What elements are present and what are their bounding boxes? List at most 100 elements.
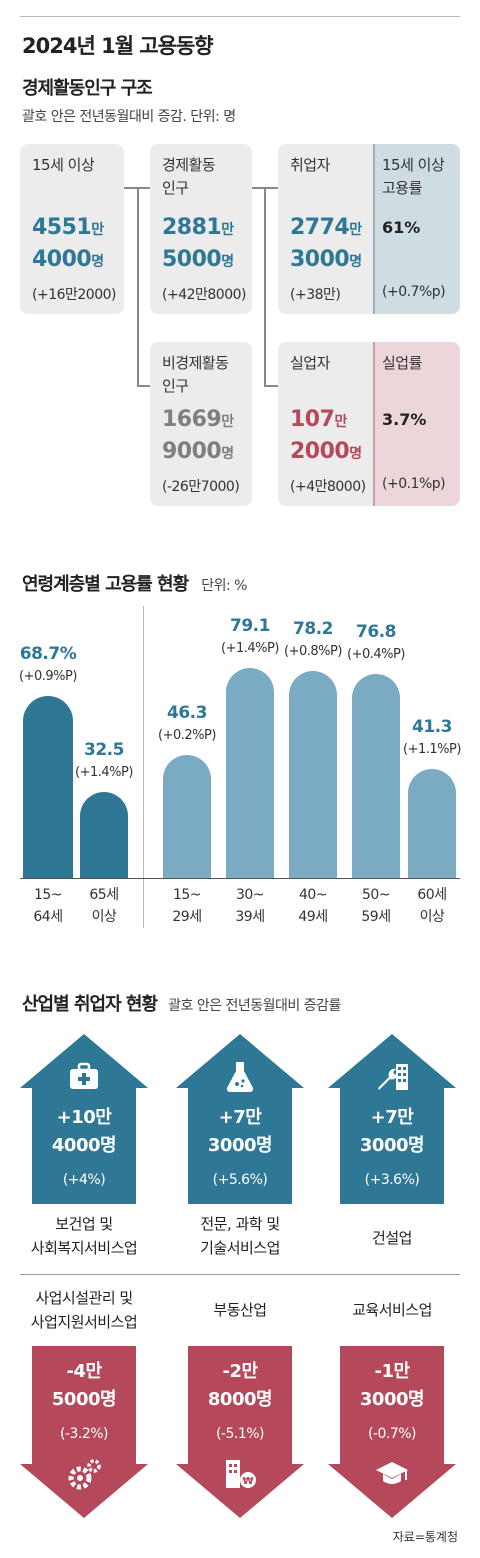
active-box: 경제활동 인구 2881만 5000명 (+42만8000) bbox=[150, 144, 252, 314]
pop15-box: 15세 이상 4551만 4000명 (+16만2000) bbox=[20, 144, 124, 314]
unemp-rate-change: (+0.1%p) bbox=[382, 476, 446, 492]
industry-heading-row: 산업별 취업자 현황 괄호 안은 전년동월대비 증감률 bbox=[22, 990, 341, 1016]
up-value-line1: +10만 bbox=[56, 1107, 112, 1128]
down-value-line1: -1만 bbox=[374, 1361, 410, 1382]
up-arrow-shape bbox=[176, 1034, 304, 1204]
inactive-value-1: 1669만 bbox=[162, 407, 234, 432]
age-category-label: 40~ 49세 bbox=[298, 887, 328, 925]
age-bar bbox=[80, 791, 128, 878]
age-bar-change: (+0.9%P) bbox=[19, 668, 77, 684]
chart-baseline bbox=[20, 878, 460, 879]
down-change: (-3.2%) bbox=[59, 1426, 109, 1442]
unemployed-label: 실업자 bbox=[290, 354, 330, 372]
active-value-1: 2881만 bbox=[162, 215, 234, 240]
age-bar-change: (+0.4%P) bbox=[347, 647, 405, 663]
flask-icon bbox=[226, 1062, 254, 1093]
up-value-line2: 3000명 bbox=[207, 1135, 273, 1156]
up-arrow bbox=[20, 1034, 148, 1204]
svg-text:₩: ₩ bbox=[242, 1476, 253, 1487]
structure-note: 괄호 안은 전년동월대비 증감. 단위: 명 bbox=[22, 109, 236, 125]
up-arrow bbox=[176, 1034, 304, 1204]
source-note: 자료=통계청 bbox=[392, 1530, 458, 1544]
connector bbox=[137, 187, 139, 386]
up-value-line1: +7만 bbox=[370, 1107, 414, 1128]
unemployed-change: (+4만8000) bbox=[290, 479, 366, 495]
down-arrow-shape bbox=[328, 1346, 456, 1518]
down-industry-name: 부동산업 bbox=[213, 1301, 267, 1319]
up-arrow-shape bbox=[328, 1034, 456, 1204]
age-unit: 단위: % bbox=[201, 578, 247, 594]
wrench-building-icon bbox=[378, 1064, 408, 1090]
age-bar bbox=[289, 670, 337, 878]
age-bar bbox=[226, 668, 274, 878]
up-change: (+3.6%) bbox=[364, 1172, 420, 1188]
up-arrow bbox=[328, 1034, 456, 1204]
emp-rate-value: 61% bbox=[382, 218, 421, 237]
age-category-label: 65세 이상 bbox=[89, 887, 119, 925]
age-bar-change: (+0.2%P) bbox=[158, 728, 216, 744]
up-industry-name: 건설업 bbox=[372, 1229, 412, 1247]
inactive-value-2: 9000명 bbox=[162, 439, 234, 464]
up-value-line1: +7만 bbox=[218, 1107, 262, 1128]
industry-bg-spacer bbox=[0, 0, 480, 50]
down-value-line1: -4만 bbox=[66, 1361, 102, 1382]
up-value-line2: 4000명 bbox=[51, 1135, 117, 1156]
age-bar-change: (+0.8%P) bbox=[284, 643, 342, 659]
age-heading-row: 연령계층별 고용률 현황 단위: % bbox=[22, 570, 247, 596]
gears-icon bbox=[68, 1459, 101, 1490]
up-value-line2: 3000명 bbox=[359, 1135, 425, 1156]
age-category-label: 15~ 29세 bbox=[172, 887, 202, 925]
unemployed-value-2: 2000명 bbox=[290, 439, 362, 464]
emp-rate-label: 15세 이상 고용률 bbox=[382, 156, 445, 197]
age-bar bbox=[408, 768, 456, 878]
age-category-label: 15~ 64세 bbox=[33, 887, 63, 925]
age-category-label: 50~ 59세 bbox=[361, 887, 391, 925]
industry-note: 괄호 안은 전년동월대비 증감률 bbox=[168, 998, 341, 1014]
industry-divider bbox=[20, 1274, 460, 1275]
active-value-2: 5000명 bbox=[162, 247, 234, 272]
age-heading: 연령계층별 고용률 현황 bbox=[22, 574, 189, 595]
active-change: (+42만8000) bbox=[162, 287, 246, 303]
down-arrow bbox=[176, 1346, 304, 1518]
age-bar-change: (+1.1%P) bbox=[403, 741, 461, 757]
inactive-box: 비경제활동 인구 1669만 9000명 (-26만7000) bbox=[150, 342, 252, 506]
down-change: (-5.1%) bbox=[215, 1426, 265, 1442]
pop15-value-2: 4000명 bbox=[32, 247, 104, 272]
age-bar-value: 46.3 bbox=[167, 703, 207, 724]
up-arrow-shape bbox=[20, 1034, 148, 1204]
down-arrow bbox=[20, 1346, 148, 1518]
page-title: 2024년 1월 고용동향 bbox=[22, 34, 214, 58]
structure-heading: 경제활동인구 구조 bbox=[22, 78, 153, 99]
unemp-rate-value: 3.7% bbox=[382, 410, 427, 429]
pop15-change: (+16만2000) bbox=[32, 287, 116, 303]
up-industry-name: 보건업 및 사회복지서비스업 bbox=[30, 1215, 138, 1257]
age-bar bbox=[163, 755, 211, 878]
unemp-rate-label: 실업률 bbox=[382, 354, 422, 372]
down-value-line1: -2만 bbox=[222, 1361, 258, 1382]
building-won-icon: ₩ bbox=[226, 1460, 256, 1488]
up-industry-name: 전문, 과학 및 기술서비스업 bbox=[200, 1215, 280, 1257]
unemp-rate-panel bbox=[373, 342, 460, 506]
age-category-label: 60세 이상 bbox=[417, 887, 447, 925]
age-bar bbox=[352, 674, 400, 878]
employed-box: 취업자 2774만 3000명 (+38만) 15세 이상 고용률 61% (+0… bbox=[278, 144, 460, 314]
age-bar-value: 68.7% bbox=[19, 643, 77, 664]
group-divider bbox=[143, 606, 144, 928]
age-bar-value: 78.2 bbox=[293, 618, 333, 639]
inactive-change: (-26만7000) bbox=[162, 479, 240, 495]
pop15-value-1: 4551만 bbox=[32, 215, 104, 240]
down-industry-name: 교육서비스업 bbox=[352, 1301, 432, 1319]
down-industry-name: 사업시설관리 및 사업지원서비스업 bbox=[30, 1289, 138, 1331]
pop15-label: 15세 이상 bbox=[32, 156, 95, 174]
connector bbox=[264, 385, 278, 387]
connector bbox=[137, 385, 150, 387]
graduation-cap-icon bbox=[376, 1462, 408, 1484]
down-change: (-0.7%) bbox=[367, 1426, 417, 1442]
down-value-line2: 8000명 bbox=[207, 1389, 273, 1410]
age-bar-change: (+1.4%P) bbox=[75, 764, 133, 780]
down-arrow-shape bbox=[20, 1346, 148, 1518]
down-value-line2: 3000명 bbox=[359, 1389, 425, 1410]
up-change: (+4%) bbox=[62, 1172, 106, 1188]
unemployed-box: 실업자 107만 2000명 (+4만8000) 실업률 3.7% (+0.1%… bbox=[278, 342, 460, 506]
connector bbox=[264, 187, 266, 386]
